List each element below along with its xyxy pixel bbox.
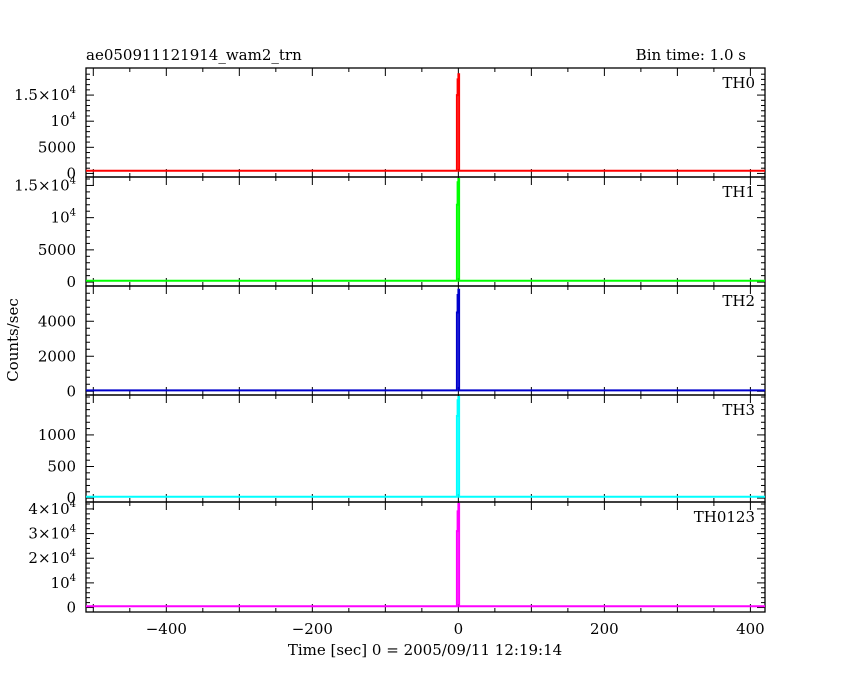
y-tick-label: 104 bbox=[51, 111, 76, 130]
y-tick-label: 104 bbox=[51, 208, 76, 227]
panel-name-label: TH3 bbox=[722, 401, 755, 419]
y-tick-label: 500 bbox=[47, 458, 76, 476]
y-tick-label: 0 bbox=[66, 164, 76, 182]
panel-th0: 0 5000 104 1.5×104 TH0 bbox=[14, 67, 766, 182]
y-tick-label: 0 bbox=[66, 382, 76, 400]
y-tick-label: 1.5×104 bbox=[14, 85, 76, 104]
y-tick-label: 0 bbox=[66, 273, 76, 291]
y-tick-label: 4×104 bbox=[28, 499, 76, 518]
series-line-th0 bbox=[86, 73, 765, 172]
y-tick-label: 2000 bbox=[38, 347, 76, 365]
bin-time-label: Bin time: 1.0 s bbox=[636, 46, 746, 64]
panel-th0123: 0 104 2×104 3×104 4×104 TH0123 bbox=[28, 499, 766, 617]
panel-frame bbox=[85, 285, 766, 396]
y-tick-label: 0 bbox=[66, 599, 76, 617]
y-tick-label: 1.5×104 bbox=[14, 175, 76, 194]
y-tick-label: 4000 bbox=[38, 312, 76, 330]
series-line-th3 bbox=[86, 396, 765, 498]
x-tick-label: 200 bbox=[590, 620, 619, 638]
x-tick-label: −400 bbox=[146, 620, 187, 638]
x-axis-label: Time [sec] 0 = 2005/09/11 12:19:14 bbox=[288, 641, 562, 659]
x-tick-label: 400 bbox=[736, 620, 765, 638]
panel-name-label: TH2 bbox=[722, 292, 755, 310]
y-axis-label: Counts/sec bbox=[4, 298, 22, 382]
y-tick-label: 5000 bbox=[38, 241, 76, 259]
y-tick-label: 0 bbox=[66, 489, 76, 507]
panel-name-label: TH0 bbox=[722, 74, 755, 92]
series-line-th0123 bbox=[86, 503, 765, 608]
panel-frame bbox=[85, 394, 766, 503]
panel-th1: 0 5000 104 1.5×104 TH1 bbox=[14, 175, 766, 291]
x-tick-label: −200 bbox=[292, 620, 333, 638]
panel-th2: 0 2000 4000 TH2 bbox=[38, 285, 766, 400]
panel-frame bbox=[85, 176, 766, 287]
chart-title: ae050911121914_wam2_trn bbox=[86, 46, 302, 64]
panel-th3: 0 500 1000 TH3 bbox=[38, 394, 766, 507]
x-tick-label: 0 bbox=[454, 620, 464, 638]
panel-frame bbox=[85, 501, 766, 613]
panel-name-label: TH0123 bbox=[694, 508, 755, 526]
series-line-th1 bbox=[86, 178, 765, 282]
panel-frame bbox=[85, 67, 766, 178]
y-tick-label: 104 bbox=[51, 573, 76, 592]
y-tick-label: 1000 bbox=[38, 426, 76, 444]
y-tick-label: 5000 bbox=[38, 138, 76, 156]
y-tick-label: 3×104 bbox=[28, 524, 76, 543]
panel-name-label: TH1 bbox=[722, 183, 755, 201]
series-line-th2 bbox=[86, 288, 765, 392]
y-tick-label: 2×104 bbox=[28, 548, 76, 567]
